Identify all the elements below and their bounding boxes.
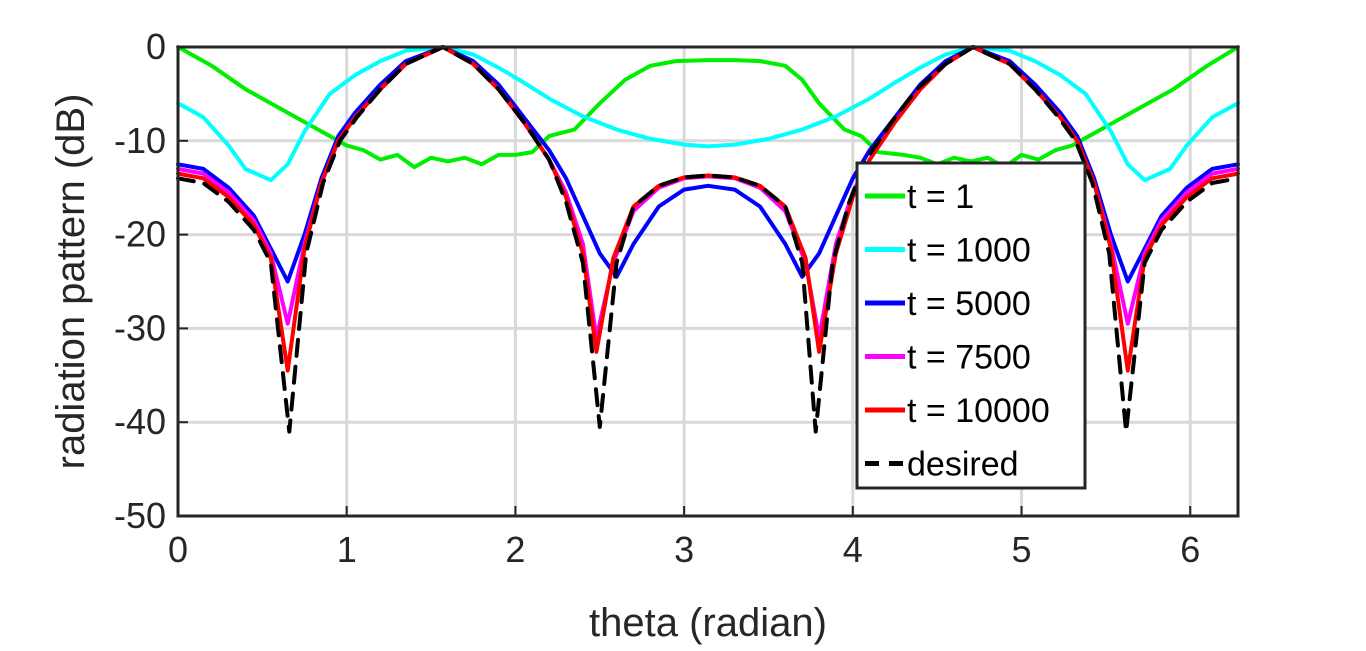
x-tick-label: 6 — [1180, 529, 1200, 570]
plot-frame — [176, 45, 1240, 518]
legend-box — [855, 161, 1087, 490]
y-tick-label: -20 — [114, 214, 166, 255]
x-tick-label: 2 — [505, 529, 525, 570]
legend-entry-label: t = 5000 — [907, 285, 1031, 323]
legend-entry-label: t = 1 — [907, 178, 974, 216]
x-tick-label: 1 — [337, 529, 357, 570]
legend-entry-label: t = 1000 — [907, 232, 1031, 270]
legend: t = 1 t = 1000 t = 5000 t = 7500 t = 10000 de… — [855, 161, 1087, 490]
legend-entry-label: t = 7500 — [907, 339, 1031, 377]
y-axis-label: radiation pattern (dB) — [49, 94, 93, 470]
x-tick-label: 3 — [674, 529, 694, 570]
legend-entry-label: t = 10000 — [907, 392, 1050, 430]
y-tick-label: -30 — [114, 307, 166, 348]
x-tick-label: 5 — [1012, 529, 1032, 570]
series-line — [176, 45, 1240, 183]
y-tick-label: 0 — [146, 26, 166, 67]
tick-labels: 0 1 2 3 4 5 6 0 -10 -20 -30 -40 -50 — [114, 26, 1200, 570]
series-line — [176, 45, 1240, 434]
x-tick-label: 0 — [168, 529, 188, 570]
x-axis-label: theta (radian) — [589, 601, 827, 645]
series-line — [176, 45, 1240, 170]
y-tick-label: -10 — [114, 120, 166, 161]
y-tick-label: -40 — [114, 401, 166, 442]
y-tick-label: -50 — [114, 495, 166, 536]
legend-entry-label: desired — [907, 446, 1019, 484]
series-line — [176, 45, 1240, 284]
series-lines — [176, 45, 1240, 434]
x-tick-label: 4 — [843, 529, 863, 570]
